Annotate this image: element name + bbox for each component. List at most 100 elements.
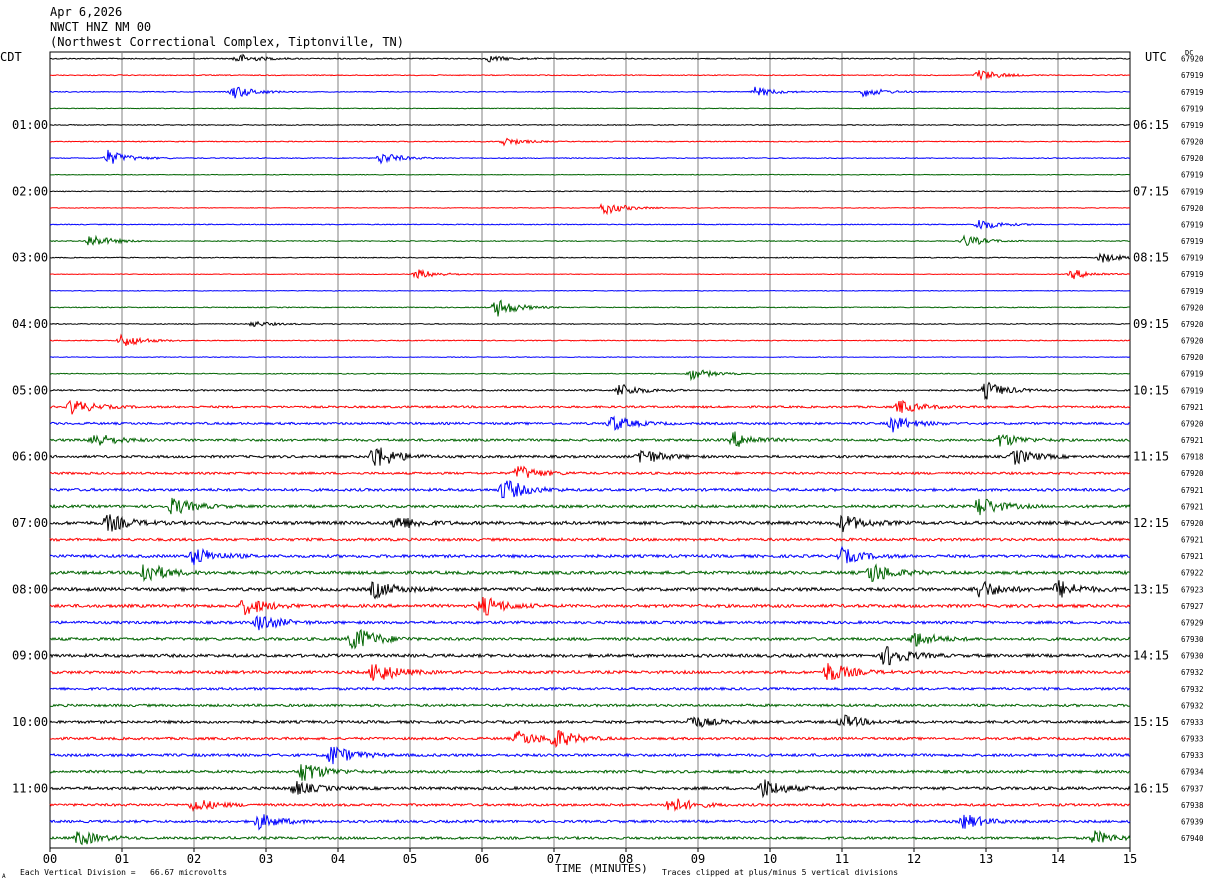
right-hour-label: 14:15 (1133, 649, 1169, 663)
trace-row (49, 497, 1131, 516)
x-tick-label: 02 (187, 852, 201, 866)
trace-row (49, 173, 1131, 176)
dc-offset-label: 67919 (1181, 121, 1204, 130)
x-tick-label: 08 (619, 852, 633, 866)
trace-row (49, 399, 1131, 415)
trace-row (49, 431, 1131, 447)
left-hour-label: 02:00 (12, 184, 48, 198)
plot-frame (49, 51, 1131, 849)
right-hour-label: 08:15 (1133, 251, 1169, 265)
vertical-division-scale: Each Vertical Division = 66.67 microvolt… (20, 868, 228, 877)
right-hour-label: 13:15 (1133, 582, 1169, 596)
left-hour-label: 11:00 (12, 781, 48, 795)
trace-row (49, 596, 1131, 616)
dc-offset-label: 67923 (1181, 585, 1204, 594)
trace-row (49, 268, 1131, 280)
dc-offset-label: 67920 (1181, 138, 1204, 147)
dc-offset-label: 67921 (1181, 403, 1204, 412)
trace-row (49, 514, 1131, 533)
dc-offset-label: 67920 (1181, 154, 1204, 163)
dc-offset-label: 67934 (1181, 768, 1204, 777)
axis-label-group: 00 01 02 03 04 05 06 07 08 09 10 11 12 13 14 15 67920 679… (12, 55, 1204, 866)
trace-row (49, 234, 1131, 247)
right-timezone-label: UTC (1145, 50, 1167, 64)
trace-row (49, 686, 1131, 692)
dc-offset-label: 67919 (1181, 171, 1204, 180)
dc-offset-label: 67930 (1181, 652, 1204, 661)
trace-row (49, 190, 1130, 193)
trace-row (49, 289, 1131, 292)
plot-date: Apr 6,2026 (50, 5, 123, 19)
dc-offset-label: 67919 (1181, 237, 1204, 246)
plot-station: NWCT HNZ NM 00 (50, 20, 152, 34)
left-hour-label: 01:00 (12, 118, 48, 132)
dc-offset-label: 67922 (1181, 569, 1204, 578)
x-tick-label: 00 (43, 852, 57, 866)
x-tick-label: 11 (835, 852, 849, 866)
x-tick-label: 01 (115, 852, 129, 866)
left-hour-label: 06:00 (12, 450, 48, 464)
right-hour-label: 10:15 (1133, 383, 1169, 397)
dc-offset-label: 67932 (1181, 685, 1204, 694)
trace-row (49, 703, 1131, 708)
left-hour-label: 04:00 (12, 317, 48, 331)
trace-row (49, 814, 1131, 831)
trace-row (49, 764, 1131, 781)
dc-offset-label: 67920 (1181, 303, 1204, 312)
trace-row (49, 580, 1131, 600)
right-hour-label: 07:15 (1133, 184, 1169, 198)
dc-offset-label: 67919 (1181, 104, 1204, 113)
dc-offset-label: 67918 (1181, 453, 1204, 462)
right-hour-label: 09:15 (1133, 317, 1169, 331)
dc-offset-label: 67932 (1181, 668, 1204, 677)
trace-row (49, 86, 1130, 99)
dc-offset-label: 67933 (1181, 718, 1204, 727)
x-axis-title: TIME (MINUTES) (555, 862, 648, 875)
trace-row (49, 663, 1131, 681)
dc-offset-label: 67933 (1181, 735, 1204, 744)
x-tick-label: 14 (1051, 852, 1065, 866)
trace-row (49, 137, 1131, 147)
trace-row (49, 70, 1131, 81)
dc-offset-label: 67919 (1181, 386, 1204, 395)
trace-row (49, 563, 1131, 583)
trace-row (49, 729, 1131, 749)
dc-offset-label: 67921 (1181, 552, 1204, 561)
trace-row (49, 830, 1131, 846)
x-tick-label: 03 (259, 852, 273, 866)
dc-offset-label: 67920 (1181, 519, 1204, 528)
left-hour-label: 10:00 (12, 715, 48, 729)
right-hour-label: 06:15 (1133, 118, 1169, 132)
left-hour-label: 08:00 (12, 582, 48, 596)
dc-offset-label: 67919 (1181, 370, 1204, 379)
left-hour-label: 09:00 (12, 649, 48, 663)
dc-offset-label: 67921 (1181, 536, 1204, 545)
trace-row (49, 465, 1131, 478)
trace-row (49, 536, 1131, 543)
trace-row (50, 252, 1131, 263)
x-tick-label: 05 (403, 852, 417, 866)
corner-mark: A (2, 873, 6, 880)
trace-row (49, 299, 1131, 317)
clip-note: Traces clipped at plus/minus 5 vertical … (662, 868, 899, 877)
dc-offset-label: 67920 (1181, 337, 1204, 346)
x-tick-label: 10 (763, 852, 777, 866)
trace-row (49, 447, 1131, 466)
trace-row (49, 746, 1131, 765)
trace-row (49, 333, 1131, 347)
trace-row (49, 107, 1131, 110)
dc-offset-label: 67939 (1181, 817, 1204, 826)
trace-row (49, 798, 1131, 813)
dc-offset-label: 67937 (1181, 784, 1204, 793)
dc-offset-label: 67921 (1181, 436, 1204, 445)
x-tick-label: 09 (691, 852, 705, 866)
left-hour-label: 05:00 (12, 383, 48, 397)
x-tick-label: 13 (979, 852, 993, 866)
dc-offset-label: 67919 (1181, 287, 1204, 296)
dc-offset-label: 67920 (1181, 353, 1204, 362)
plot-location: (Northwest Correctional Complex, Tiptonv… (50, 35, 405, 49)
x-tick-label: 07 (547, 852, 561, 866)
dc-offset-label: 67919 (1181, 187, 1204, 196)
trace-row (49, 714, 1131, 728)
